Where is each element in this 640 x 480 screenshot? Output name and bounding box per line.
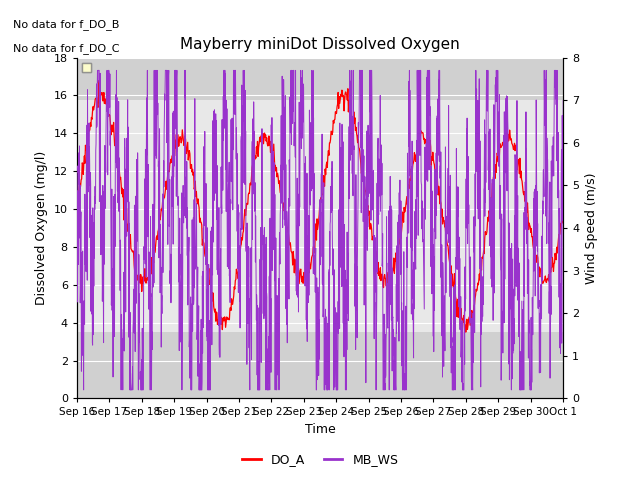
Bar (77, 332, 563, 398)
Text: No data for f_DO_C: No data for f_DO_C (13, 43, 119, 54)
Y-axis label: Wind Speed (m/s): Wind Speed (m/s) (585, 172, 598, 284)
X-axis label: Time: Time (305, 423, 335, 436)
Legend: DO_A, MB_WS: DO_A, MB_WS (237, 448, 403, 471)
Legend:  (83, 63, 92, 72)
Text: No data for f_DO_B: No data for f_DO_B (13, 19, 119, 30)
Title: Mayberry miniDot Dissolved Oxygen: Mayberry miniDot Dissolved Oxygen (180, 37, 460, 52)
Bar (77, 58, 563, 100)
Y-axis label: Dissolved Oxygen (mg/l): Dissolved Oxygen (mg/l) (35, 151, 48, 305)
